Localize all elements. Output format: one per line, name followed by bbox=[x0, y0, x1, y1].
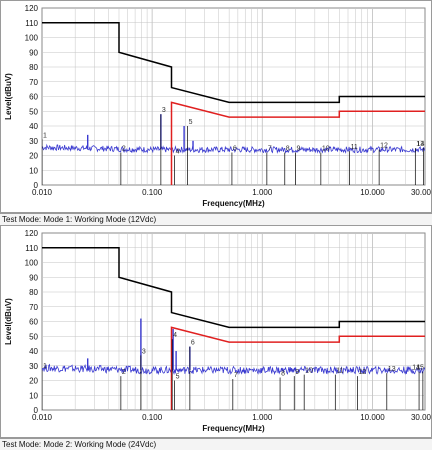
x-tick-label: 0.010 bbox=[32, 188, 53, 197]
y-tick-label: 20 bbox=[29, 377, 38, 386]
marker-label: 10 bbox=[305, 368, 313, 375]
marker-label: 3 bbox=[162, 107, 166, 114]
marker-label: 4 bbox=[176, 149, 180, 156]
x-tick-label: 10.000 bbox=[360, 413, 385, 422]
limit-line bbox=[42, 22, 425, 104]
x-tick-label: 30.00 bbox=[411, 188, 432, 197]
limit-line bbox=[42, 247, 425, 329]
y-tick-label: 60 bbox=[29, 318, 38, 327]
y-tick-label: 0 bbox=[34, 406, 39, 415]
chart-panel-mode-1: 0 10 20 30 40 50 60 70 80 90 100 110 120 0.010 0.100 1.… bbox=[0, 0, 432, 225]
x-tick-label: 0.100 bbox=[142, 188, 163, 197]
marker-label: 11 bbox=[351, 144, 358, 151]
emission-trace bbox=[42, 143, 425, 154]
y-tick-label: 60 bbox=[29, 93, 38, 102]
y-tick-label: 90 bbox=[29, 48, 38, 57]
y-tick-label: 70 bbox=[29, 303, 38, 312]
x-axis-label: Frequency(MHz) bbox=[202, 424, 265, 433]
marker-label: 5 bbox=[176, 374, 180, 381]
y-tick-label: 40 bbox=[29, 347, 38, 356]
marker-label: 8 bbox=[286, 146, 290, 153]
y-tick-label: 100 bbox=[25, 34, 39, 43]
y-tick-label: 30 bbox=[29, 362, 38, 371]
marker-label: 12 bbox=[380, 143, 388, 150]
test-mode-caption-2: Test Mode: Mode 2: Working Mode (24Vdc) bbox=[0, 438, 432, 450]
margin-line bbox=[170, 101, 425, 185]
y-tick-label: 120 bbox=[25, 4, 39, 13]
marker-label: 1 bbox=[43, 132, 47, 139]
marker-label: 8 bbox=[281, 371, 285, 378]
y-tick-label: 30 bbox=[29, 137, 38, 146]
x-tick-label: 30.00 bbox=[411, 413, 432, 422]
marker-label: 7 bbox=[234, 372, 238, 379]
marker-label: 9 bbox=[295, 369, 299, 376]
marker-label: 1 bbox=[43, 363, 47, 370]
y-tick-label: 50 bbox=[29, 107, 38, 116]
test-mode-caption-1: Test Mode: Mode 1: Working Mode (12Vdc) bbox=[0, 213, 432, 225]
chart-panel-mode-2: 0 10 20 30 40 50 60 70 80 90 100 110 120 0.010 0.100 1.… bbox=[0, 225, 432, 450]
marker-label: 11 bbox=[336, 368, 343, 375]
marker-label: 13 bbox=[388, 366, 396, 373]
marker-label: 4 bbox=[173, 332, 177, 339]
series-group bbox=[42, 22, 425, 185]
marker-label: 14 bbox=[412, 365, 420, 372]
x-tick-label: 1.000 bbox=[252, 413, 273, 422]
marker-label: 5 bbox=[189, 119, 193, 126]
y-tick-label: 90 bbox=[29, 273, 38, 282]
y-tick-label: 120 bbox=[25, 229, 39, 238]
y-tick-label: 100 bbox=[25, 259, 39, 268]
x-tick-label: 1.000 bbox=[252, 188, 273, 197]
y-tick-label: 80 bbox=[29, 63, 38, 72]
y-tick-label: 110 bbox=[25, 244, 38, 253]
x-tick-label: 0.100 bbox=[142, 413, 163, 422]
marker-label: 13 bbox=[416, 141, 424, 148]
y-axis-label: Level(dBuV) bbox=[4, 73, 13, 120]
y-axis-label: Level(dBuV) bbox=[4, 298, 13, 345]
marker-label: 15 bbox=[416, 365, 424, 372]
marker-label: 7 bbox=[268, 146, 272, 153]
y-tick-label: 10 bbox=[29, 391, 38, 400]
marker-label: 9 bbox=[296, 146, 300, 153]
emission-trace bbox=[42, 363, 425, 376]
y-tick-label: 80 bbox=[29, 288, 38, 297]
x-axis-label: Frequency(MHz) bbox=[202, 199, 265, 208]
marker-label: 3 bbox=[142, 348, 146, 355]
series-group bbox=[42, 247, 425, 410]
y-tick-label: 0 bbox=[34, 181, 39, 190]
y-tick-label: 20 bbox=[29, 152, 38, 161]
y-tick-label: 50 bbox=[29, 332, 38, 341]
y-tick-label: 10 bbox=[29, 166, 38, 175]
marker-label: 12 bbox=[358, 369, 366, 376]
marker-label: 14 bbox=[417, 141, 425, 148]
x-tick-label: 10.000 bbox=[360, 188, 385, 197]
x-tick-label: 0.010 bbox=[32, 413, 53, 422]
margin-line bbox=[170, 326, 425, 410]
y-tick-label: 40 bbox=[29, 122, 38, 131]
y-tick-label: 110 bbox=[25, 19, 38, 28]
marker-label: 10 bbox=[322, 146, 330, 153]
y-tick-label: 70 bbox=[29, 78, 38, 87]
marker-label: 6 bbox=[191, 340, 195, 347]
marker-label: 2 bbox=[122, 369, 126, 376]
marker-label: 2 bbox=[122, 146, 126, 153]
marker-label: 6 bbox=[233, 146, 237, 153]
